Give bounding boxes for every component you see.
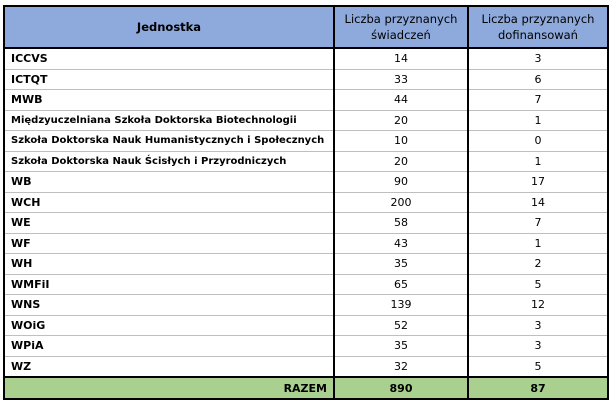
table-row: WOiG 52 3 [3, 314, 609, 336]
subsidies-cell: 5 [467, 273, 609, 295]
benefits-cell: 35 [333, 253, 469, 275]
benefits-cell: 14 [333, 47, 469, 70]
subsidies-cell: 1 [467, 232, 609, 254]
table-row: WZ 32 5 [3, 355, 609, 378]
unit-cell: WOiG [3, 314, 335, 336]
unit-cell: WH [3, 253, 335, 275]
subsidies-cell: 7 [467, 212, 609, 234]
table-row: Międzyuczelniana Szkoła Doktorska Biotec… [3, 109, 609, 131]
total-benefits: 890 [333, 376, 469, 400]
subsidies-cell: 6 [467, 68, 609, 90]
table-row: WMFiI 65 5 [3, 273, 609, 295]
unit-cell: WE [3, 212, 335, 234]
subsidies-cell: 1 [467, 109, 609, 131]
benefits-cell: 139 [333, 294, 469, 316]
benefits-cell: 200 [333, 191, 469, 213]
subsidies-cell: 17 [467, 171, 609, 193]
unit-cell: WNS [3, 294, 335, 316]
subsidies-cell: 1 [467, 150, 609, 172]
benefits-cell: 20 [333, 109, 469, 131]
benefits-cell: 44 [333, 89, 469, 111]
benefits-table: Jednostka Liczba przyznanych świadczeń L… [3, 5, 609, 400]
benefits-cell: 10 [333, 130, 469, 152]
benefits-cell: 90 [333, 171, 469, 193]
subsidies-cell: 14 [467, 191, 609, 213]
unit-cell: WF [3, 232, 335, 254]
table-row: WE 58 7 [3, 212, 609, 234]
unit-cell: WZ [3, 355, 335, 378]
subsidies-cell: 3 [467, 314, 609, 336]
total-subsidies: 87 [467, 376, 609, 400]
benefits-cell: 20 [333, 150, 469, 172]
unit-cell: ICTQT [3, 68, 335, 90]
benefits-cell: 43 [333, 232, 469, 254]
unit-cell: Szkoła Doktorska Nauk Humanistycznych i … [3, 130, 335, 152]
subsidies-cell: 0 [467, 130, 609, 152]
benefits-cell: 35 [333, 335, 469, 357]
subsidies-cell: 7 [467, 89, 609, 111]
table-row: MWB 44 7 [3, 89, 609, 111]
benefits-cell: 33 [333, 68, 469, 90]
table-row: WF 43 1 [3, 232, 609, 254]
total-row: RAZEM 890 87 [3, 376, 609, 400]
table-row: WH 35 2 [3, 253, 609, 275]
table-row: Szkoła Doktorska Nauk Ścisłych i Przyrod… [3, 150, 609, 172]
benefits-cell: 52 [333, 314, 469, 336]
unit-cell: MWB [3, 89, 335, 111]
header-benefits: Liczba przyznanych świadczeń [333, 5, 469, 49]
unit-cell: WCH [3, 191, 335, 213]
table-row: Szkoła Doktorska Nauk Humanistycznych i … [3, 130, 609, 152]
subsidies-cell: 3 [467, 335, 609, 357]
table-row: WNS 139 12 [3, 294, 609, 316]
unit-cell: WMFiI [3, 273, 335, 295]
table-row: ICCVS 14 3 [3, 47, 609, 70]
header-subsidies: Liczba przyznanych dofinansowań [467, 5, 609, 49]
total-label: RAZEM [3, 376, 335, 400]
subsidies-cell: 2 [467, 253, 609, 275]
subsidies-cell: 5 [467, 355, 609, 378]
benefits-cell: 32 [333, 355, 469, 378]
unit-cell: ICCVS [3, 47, 335, 70]
unit-cell: Międzyuczelniana Szkoła Doktorska Biotec… [3, 109, 335, 131]
subsidies-cell: 3 [467, 47, 609, 70]
subsidies-cell: 12 [467, 294, 609, 316]
header-unit: Jednostka [3, 5, 335, 49]
header-row: Jednostka Liczba przyznanych świadczeń L… [3, 5, 609, 49]
benefits-cell: 58 [333, 212, 469, 234]
table-row: WPiA 35 3 [3, 335, 609, 357]
unit-cell: WPiA [3, 335, 335, 357]
table-row: ICTQT 33 6 [3, 68, 609, 90]
table-row: WCH 200 14 [3, 191, 609, 213]
unit-cell: WB [3, 171, 335, 193]
unit-cell: Szkoła Doktorska Nauk Ścisłych i Przyrod… [3, 150, 335, 172]
benefits-cell: 65 [333, 273, 469, 295]
table-row: WB 90 17 [3, 171, 609, 193]
